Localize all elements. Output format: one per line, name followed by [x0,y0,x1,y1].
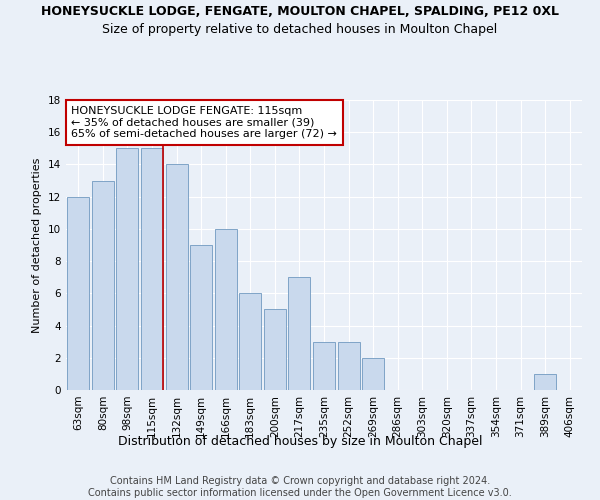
Bar [190,245,212,390]
Bar [67,196,89,390]
Bar [166,164,188,390]
Bar [313,342,335,390]
Bar [362,358,384,390]
Bar [215,229,237,390]
Text: Distribution of detached houses by size in Moulton Chapel: Distribution of detached houses by size … [118,435,482,448]
Bar [239,294,262,390]
Y-axis label: Number of detached properties: Number of detached properties [32,158,43,332]
Text: Size of property relative to detached houses in Moulton Chapel: Size of property relative to detached ho… [103,22,497,36]
Text: HONEYSUCKLE LODGE, FENGATE, MOULTON CHAPEL, SPALDING, PE12 0XL: HONEYSUCKLE LODGE, FENGATE, MOULTON CHAP… [41,5,559,18]
Bar [289,277,310,390]
Bar [141,148,163,390]
Text: Contains HM Land Registry data © Crown copyright and database right 2024.
Contai: Contains HM Land Registry data © Crown c… [88,476,512,498]
Bar [92,180,114,390]
Bar [264,310,286,390]
Bar [534,374,556,390]
Bar [338,342,359,390]
Bar [116,148,139,390]
Text: HONEYSUCKLE LODGE FENGATE: 115sqm
← 35% of detached houses are smaller (39)
65% : HONEYSUCKLE LODGE FENGATE: 115sqm ← 35% … [71,106,337,139]
